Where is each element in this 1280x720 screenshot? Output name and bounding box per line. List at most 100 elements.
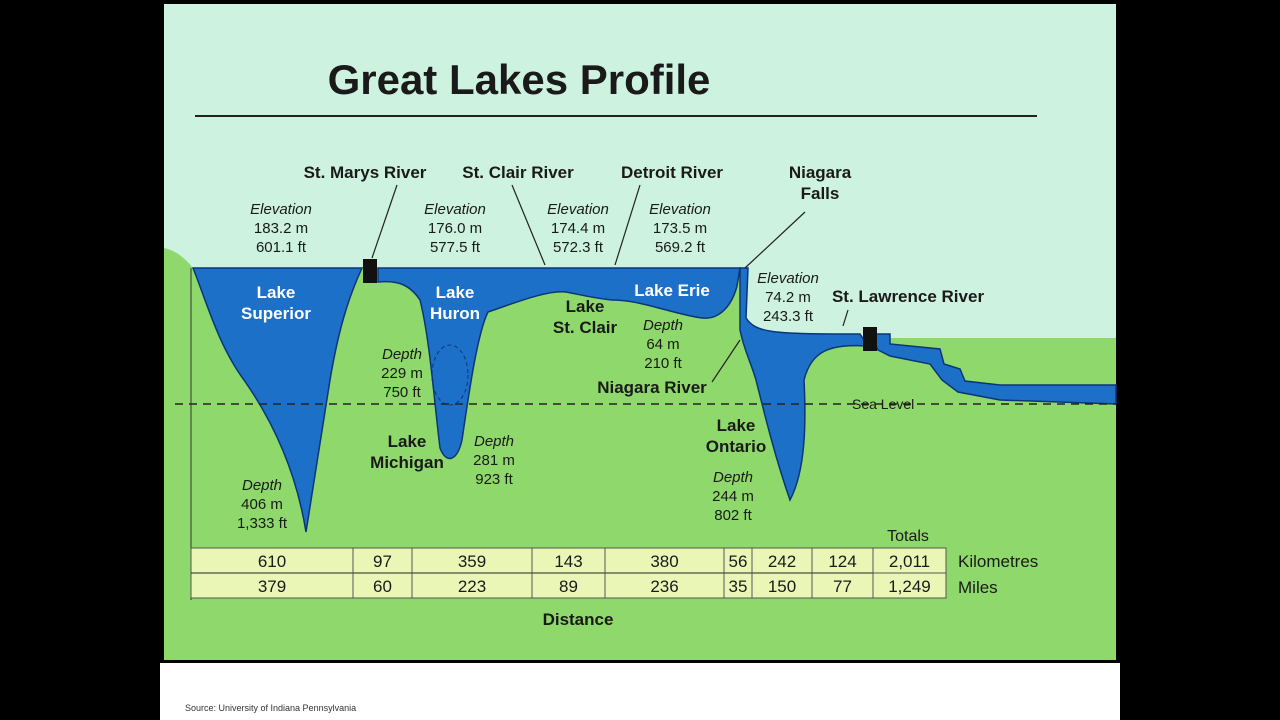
distance-caption: Distance: [543, 610, 614, 629]
label-line: Depth: [474, 433, 514, 450]
label-line: 923 ft: [475, 471, 513, 488]
table-cell: 60: [373, 577, 392, 596]
table-row-mi: [190, 572, 947, 599]
st-lawrence-shape: [868, 333, 1117, 405]
lake-superior-shape: [191, 267, 364, 533]
label-line: Depth: [713, 469, 753, 486]
label-line: 64 m: [646, 336, 679, 353]
label: Depth 244 m 802 ft: [712, 469, 754, 524]
kilometres-label: Kilometres: [958, 552, 1038, 571]
pointer: [371, 184, 398, 259]
label-line: Elevation: [424, 201, 486, 218]
label-line: Lake: [388, 432, 427, 451]
table-cell: 236: [650, 577, 678, 596]
label-line: 183.2 m: [254, 220, 308, 237]
table-cell: 89: [559, 577, 578, 596]
label-line: Depth: [382, 346, 422, 363]
label-line: St. Lawrence River: [832, 287, 985, 306]
labels: St. Marys River St. Clair River Detroit Ri…: [237, 163, 984, 532]
label: Depth 229 m 750 ft: [381, 346, 423, 401]
label-line: St. Clair: [553, 318, 618, 337]
label-line: Lake: [717, 416, 756, 435]
label: Lake Michigan: [370, 432, 444, 472]
label-line: 74.2 m: [765, 289, 811, 306]
label-line: 569.2 ft: [655, 239, 706, 256]
lock-st-marys: [363, 259, 377, 283]
table-cell: 150: [768, 577, 796, 596]
pointer: [842, 309, 849, 327]
label-line: Lake: [436, 283, 475, 302]
label-line: 577.5 ft: [430, 239, 481, 256]
label: Depth 281 m 923 ft: [473, 433, 515, 488]
label-line: Ontario: [706, 437, 766, 456]
table-cell: 35: [729, 577, 748, 596]
table-cell: 610: [258, 552, 286, 571]
table-cell: 380: [650, 552, 678, 571]
table-cell: 223: [458, 577, 486, 596]
label: Lake Huron: [430, 283, 480, 323]
label: Lake Ontario: [706, 416, 766, 456]
label: Lake Erie: [634, 281, 710, 300]
table-cell: 379: [258, 577, 286, 596]
label-line: 572.3 ft: [553, 239, 604, 256]
label: St. Lawrence River: [832, 287, 985, 306]
label-line: Lake: [257, 283, 296, 302]
lake-michigan-outline: [431, 344, 469, 406]
distance-table: 610 97 359 143 380 56 242 124 2,011 379 60 223 89 236…: [190, 547, 947, 599]
label: St. Marys River: [304, 163, 427, 182]
label: Detroit River: [621, 163, 723, 182]
table-cell: 124: [828, 552, 856, 571]
table-cell: 77: [833, 577, 852, 596]
pointer: [711, 339, 741, 383]
label: Elevation 176.0 m 577.5 ft: [424, 201, 486, 256]
label: Depth 64 m 210 ft: [643, 317, 683, 372]
label: Lake St. Clair: [553, 297, 618, 337]
label-line: Depth: [643, 317, 683, 334]
label-line: Huron: [430, 304, 480, 323]
lake-ontario-shape: [739, 267, 870, 502]
label-line: Superior: [241, 304, 311, 323]
label-line: 406 m: [241, 496, 283, 513]
table-cell: 143: [554, 552, 582, 571]
label-line: 243.3 ft: [763, 308, 814, 325]
label-line: 281 m: [473, 452, 515, 469]
label: St. Clair River: [462, 163, 574, 182]
label-line: Falls: [801, 184, 840, 203]
label-line: Depth: [242, 477, 282, 494]
table-cell: 97: [373, 552, 392, 571]
label: Elevation 173.5 m 569.2 ft: [649, 201, 711, 256]
table-cell: 2,011: [889, 552, 930, 571]
label-line: Niagara: [789, 163, 852, 182]
title: Great Lakes Profile: [328, 56, 711, 103]
label-line: 174.4 m: [551, 220, 605, 237]
label-line: Niagara River: [597, 378, 707, 397]
water: [191, 267, 1117, 533]
source: Source: University of Indiana Pennsylvan…: [185, 703, 356, 713]
pointer: [511, 184, 546, 266]
label-line: Elevation: [757, 270, 819, 287]
label-line: Elevation: [250, 201, 312, 218]
label-line: Michigan: [370, 453, 444, 472]
label-line: 802 ft: [714, 507, 752, 524]
table-cell: 359: [458, 552, 486, 571]
label-line: St. Clair River: [462, 163, 574, 182]
totals-header: Totals: [887, 528, 929, 545]
label-line: 176.0 m: [428, 220, 482, 237]
label: Niagara Falls: [789, 163, 852, 203]
label: Elevation 183.2 m 601.1 ft: [250, 201, 312, 256]
label: Elevation 174.4 m 572.3 ft: [547, 201, 609, 256]
table-cell: 242: [768, 552, 796, 571]
label-line: 210 ft: [644, 355, 682, 372]
label: Niagara River: [597, 378, 707, 397]
label-line: St. Marys River: [304, 163, 427, 182]
label-line: Elevation: [649, 201, 711, 218]
pointer: [614, 184, 641, 266]
miles-label: Miles: [958, 578, 998, 597]
label-line: 601.1 ft: [256, 239, 307, 256]
label: Elevation 74.2 m 243.3 ft: [757, 270, 819, 325]
central-lakes-shape: [377, 267, 741, 460]
label: Depth 406 m 1,333 ft: [237, 477, 288, 532]
label: Lake Superior: [241, 283, 311, 323]
